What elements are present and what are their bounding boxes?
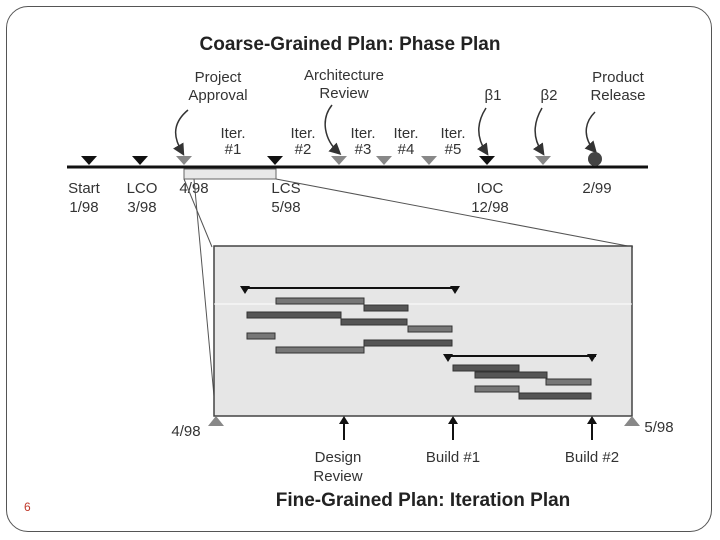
svg-text:LCO: LCO (127, 180, 158, 197)
milestone-lco: LCO 3/98 (127, 180, 158, 216)
milestone-start: Start 1/98 (68, 180, 101, 216)
svg-text:#2: #2 (295, 141, 312, 158)
zoom-line-left-inner (193, 178, 217, 419)
event-build-2: Build #2 (565, 416, 619, 466)
svg-text:β2: β2 (541, 87, 558, 104)
task-bar (452, 364, 520, 372)
start-milestone-marker (81, 156, 97, 165)
svg-text:β1: β1 (485, 87, 502, 104)
svg-text:#3: #3 (355, 141, 372, 158)
svg-text:Build #2: Build #2 (565, 449, 619, 466)
task-bar (407, 325, 453, 333)
iteration-label-5: Iter. #5 (440, 125, 465, 158)
iteration-label-3: Iter. #3 (350, 125, 375, 158)
summary-bar-1 (240, 286, 460, 294)
svg-text:5/98: 5/98 (271, 199, 300, 216)
svg-text:Iter.: Iter. (290, 125, 315, 142)
svg-text:Iter.: Iter. (220, 125, 245, 142)
svg-text:#4: #4 (398, 141, 415, 158)
svg-text:LCS: LCS (271, 180, 300, 197)
beta2-marker (535, 156, 551, 165)
task-bar (474, 385, 520, 393)
task-bar (275, 297, 365, 305)
iteration-2-marker (331, 156, 347, 165)
svg-text:Design: Design (315, 449, 362, 466)
svg-text:12/98: 12/98 (471, 199, 509, 216)
svg-text:Release: Release (590, 87, 645, 104)
callout-architecture-review: Architecture Review (304, 67, 384, 156)
iteration-label-1: Iter. #1 (220, 125, 245, 158)
svg-text:Product: Product (592, 69, 645, 86)
task-bar (246, 332, 276, 340)
svg-text:Architecture: Architecture (304, 67, 384, 84)
task-bar (545, 378, 592, 386)
iteration-4-marker (421, 156, 437, 165)
iteration-label-4: Iter. #4 (393, 125, 418, 158)
task-bar (518, 392, 592, 400)
svg-text:1/98: 1/98 (69, 199, 98, 216)
zoom-line-left-outer (183, 178, 213, 248)
svg-text:Start: Start (68, 180, 101, 197)
svg-text:#1: #1 (225, 141, 242, 158)
panel-start-label: 4/98 (171, 423, 200, 440)
task-bar (363, 304, 409, 312)
svg-text:3/98: 3/98 (127, 199, 156, 216)
panel-start-marker (208, 416, 224, 426)
event-design-review: Design Review (313, 416, 363, 485)
task-bar (363, 339, 453, 347)
svg-text:Approval: Approval (188, 87, 247, 104)
callout-product-release: Product Release (584, 69, 646, 154)
svg-text:IOC: IOC (477, 180, 504, 197)
iteration-plan-title: Fine-Grained Plan: Iteration Plan (276, 490, 571, 511)
milestone-release-date: 2/99 (582, 180, 611, 197)
lco-milestone-marker (132, 156, 148, 165)
phase-plan-title: Coarse-Grained Plan: Phase Plan (200, 34, 501, 55)
zoom-line-right (275, 178, 634, 248)
callout-project-approval: Project Approval (173, 69, 248, 156)
event-build-1: Build #1 (426, 416, 480, 466)
svg-text:Iter.: Iter. (440, 125, 465, 142)
svg-text:Project: Project (195, 69, 243, 86)
slide-frame (6, 6, 712, 532)
product-release-marker (588, 152, 602, 166)
svg-text:#5: #5 (445, 141, 462, 158)
task-bar (275, 346, 365, 354)
panel-end-label: 5/98 (644, 419, 673, 436)
callout-beta2: β2 (532, 87, 558, 156)
task-bar (474, 371, 548, 379)
project-approval-marker (176, 156, 192, 165)
svg-text:Review: Review (319, 85, 368, 102)
svg-text:Iter.: Iter. (350, 125, 375, 142)
svg-text:Iter.: Iter. (393, 125, 418, 142)
task-bar (246, 311, 342, 319)
svg-text:Review: Review (313, 468, 362, 485)
milestone-lcs: LCS 5/98 (271, 180, 300, 216)
summary-bar-2 (443, 354, 597, 362)
ioc-milestone-marker (479, 156, 495, 165)
svg-text:2/99: 2/99 (582, 180, 611, 197)
svg-text:Build #1: Build #1 (426, 449, 480, 466)
page-number: 6 (24, 500, 31, 514)
callout-beta1: β1 (476, 87, 502, 156)
milestone-ioc: IOC 12/98 (471, 180, 509, 216)
lcs-milestone-marker (267, 156, 283, 165)
panel-end-marker (624, 416, 640, 426)
iteration-1-span (183, 168, 277, 180)
iteration-3-marker (376, 156, 392, 165)
iteration-label-2: Iter. #2 (290, 125, 315, 158)
task-bar (340, 318, 408, 326)
